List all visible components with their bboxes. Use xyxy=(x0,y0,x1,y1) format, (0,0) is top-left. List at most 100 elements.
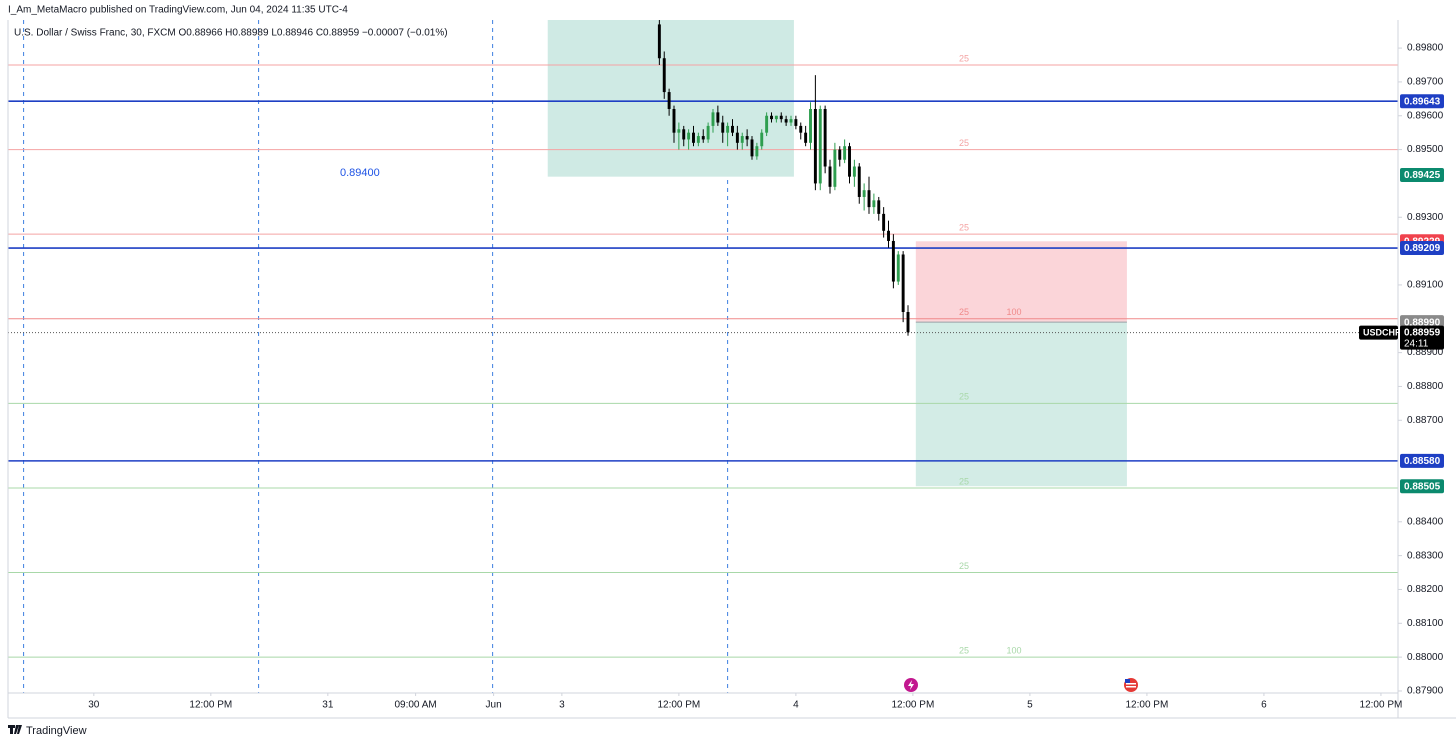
candle-body xyxy=(843,146,847,160)
candle-body xyxy=(882,213,886,231)
candle-body xyxy=(848,146,851,177)
candles-layer xyxy=(657,20,910,336)
event-flag-canton xyxy=(1125,679,1130,683)
candle-body xyxy=(735,132,739,143)
candle-body xyxy=(877,200,881,214)
candle-body xyxy=(770,115,773,120)
candle-body xyxy=(857,166,861,197)
candle-body xyxy=(672,108,676,133)
y-tick-label: 0.89300 xyxy=(1407,212,1444,223)
candle-body xyxy=(696,136,700,143)
candle-body xyxy=(867,190,871,208)
y-tick-label: 0.88200 xyxy=(1407,584,1444,595)
brand[interactable]: TradingView xyxy=(8,725,87,737)
candle-body xyxy=(750,139,754,157)
candle-body xyxy=(833,149,837,187)
price-tag-label: 0.88505 xyxy=(1404,481,1441,492)
candle-body xyxy=(687,132,691,140)
level-label: 25 xyxy=(959,561,969,571)
brand-logo xyxy=(8,725,22,734)
candle-body xyxy=(701,136,705,140)
x-tick-label: 12:00 PM xyxy=(1126,700,1169,711)
economic-event-icon[interactable] xyxy=(1124,678,1138,692)
attribution: I_Am_MetaMacro published on TradingView.… xyxy=(8,5,348,16)
price-tag-label: 0.89643 xyxy=(1404,96,1441,107)
y-tick-label: 0.89500 xyxy=(1407,144,1444,155)
x-tick-label: Jun xyxy=(486,700,502,711)
axis-layer: 0.89800 0.89700 0.89600 0.89500 0.89300 0.891… xyxy=(7,20,1456,719)
x-tick-label: 12:00 PM xyxy=(657,700,700,711)
y-tick-label: 0.87900 xyxy=(1407,686,1444,697)
candle-body xyxy=(891,240,895,282)
candle-body xyxy=(765,115,769,133)
y-tick-label: 0.89800 xyxy=(1407,43,1444,54)
candle-body xyxy=(774,115,778,120)
price-tag-label: 0.88580 xyxy=(1404,456,1441,467)
event-flag-stripe xyxy=(1126,686,1136,688)
y-tick-label: 0.88300 xyxy=(1407,550,1444,561)
x-tick-label: 4 xyxy=(793,700,799,711)
candle-body xyxy=(731,125,734,133)
y-tick-label: 0.89700 xyxy=(1407,77,1444,88)
price-tag xyxy=(1400,453,1444,468)
level-label: 25 xyxy=(959,223,969,233)
candle-body xyxy=(740,136,744,143)
price-tag-label: 0.89209 xyxy=(1404,243,1441,254)
candle-body xyxy=(662,58,666,93)
y-tick-label: 0.88000 xyxy=(1407,652,1444,663)
candle-body xyxy=(813,108,817,184)
price-tag xyxy=(1400,241,1444,256)
x-tick-label: 30 xyxy=(88,700,100,711)
candle-body xyxy=(677,129,681,133)
candle-body xyxy=(901,254,905,313)
level-label: 25 xyxy=(959,476,969,486)
stop-zone xyxy=(915,241,1127,323)
y-tick-label: 0.89100 xyxy=(1407,280,1444,291)
x-tick-label: 5 xyxy=(1027,700,1033,711)
candle-body xyxy=(760,132,764,147)
x-tick-label: 12:00 PM xyxy=(891,700,934,711)
price-tag xyxy=(1400,479,1444,494)
level-label: 100 xyxy=(1006,646,1021,656)
candle-body xyxy=(716,112,720,123)
candle-body xyxy=(726,125,730,133)
level-label: 25 xyxy=(959,307,969,317)
brand-name[interactable]: TradingView xyxy=(26,725,87,737)
candle-body xyxy=(906,312,910,333)
target-zone xyxy=(915,322,1127,487)
level-label: 25 xyxy=(959,646,969,656)
candle-body xyxy=(872,200,876,208)
event-icon[interactable] xyxy=(904,678,918,692)
candle-body xyxy=(682,129,686,140)
x-tick-label: 3 xyxy=(559,700,565,711)
y-tick-label: 0.89600 xyxy=(1407,110,1444,121)
candle-body xyxy=(809,108,812,143)
symbol-tag-label: USDCHF xyxy=(1363,328,1401,338)
symbol-legend: U.S. Dollar / Swiss Franc, 30, FXCM O0.8… xyxy=(14,28,448,39)
candle-body xyxy=(721,122,725,133)
candle-body xyxy=(852,166,856,177)
y-tick-label: 0.88400 xyxy=(1407,516,1444,527)
candle-body xyxy=(667,92,671,109)
price-tag-label: 0.89425 xyxy=(1404,170,1441,181)
event-icon-glyph xyxy=(908,680,914,690)
y-tick-label: 0.88800 xyxy=(1407,381,1444,392)
y-tick-label: 0.88700 xyxy=(1407,415,1444,426)
x-tick-label: 31 xyxy=(322,700,334,711)
candle-body xyxy=(794,119,798,126)
candle-body xyxy=(755,146,759,157)
x-tick-label: 12:00 PM xyxy=(189,700,232,711)
countdown: 24:11 xyxy=(1404,338,1429,349)
candle-body xyxy=(896,254,900,282)
y-tick-label: 0.88100 xyxy=(1407,618,1444,629)
level-label: 25 xyxy=(959,53,969,63)
x-tick-label: 09:00 AM xyxy=(394,700,436,711)
level-label: 25 xyxy=(959,138,969,148)
event-flag-stripe xyxy=(1126,683,1136,685)
y-tick-label: 0.88900 xyxy=(1407,347,1444,358)
symbol-tag xyxy=(1359,325,1398,340)
x-tick-label: 6 xyxy=(1261,700,1267,711)
last-price-tag xyxy=(1400,325,1444,350)
candle-body xyxy=(706,125,710,140)
